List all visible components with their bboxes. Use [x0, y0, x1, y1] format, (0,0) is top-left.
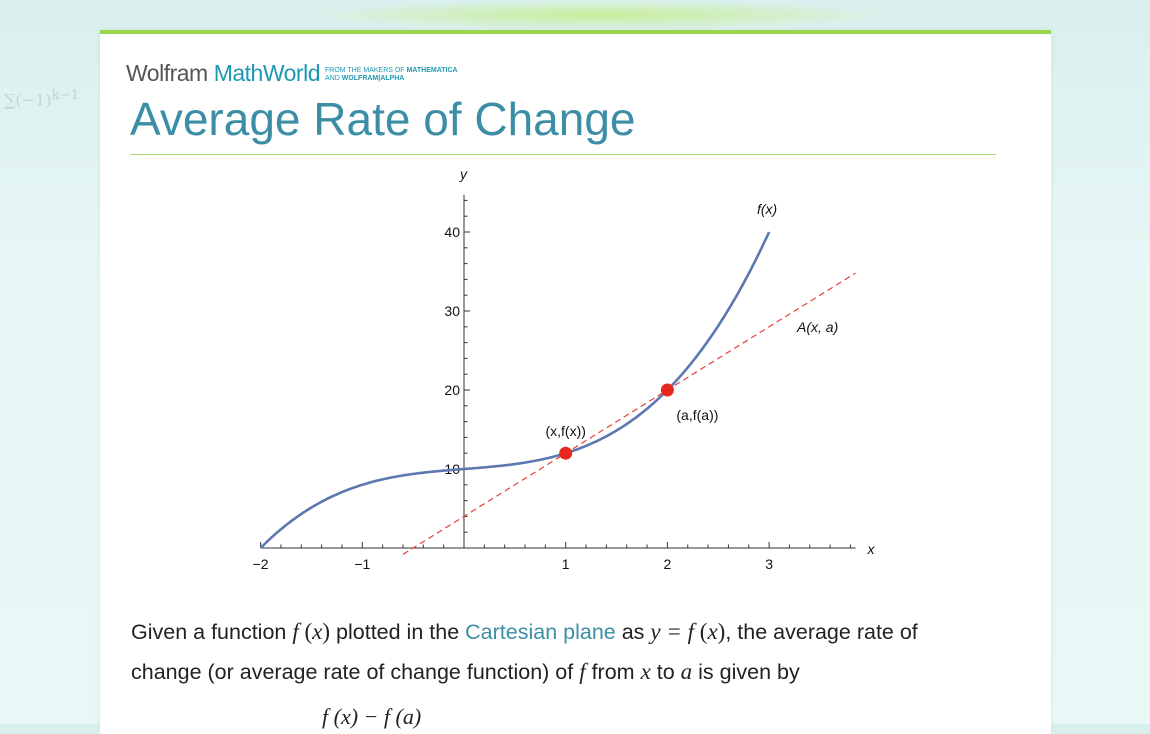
math-a: a: [680, 659, 693, 684]
x-tick-label: 2: [664, 556, 672, 572]
y-tick-label: 20: [444, 382, 460, 398]
data-point: [660, 383, 674, 397]
y-tick-label: 40: [444, 224, 460, 240]
math-x: x: [707, 619, 718, 644]
point-label: (a,f(a)): [676, 407, 718, 423]
series-f-curve: [259, 231, 771, 549]
math-y: y =: [650, 619, 688, 644]
tagline-wolframalpha: WOLFRAM|ALPHA: [341, 75, 405, 82]
logo-wolfram: Wolfram: [126, 60, 208, 86]
cartesian-plane-link[interactable]: Cartesian plane: [465, 620, 616, 644]
text: Given a function: [131, 620, 293, 644]
logo-tagline: FROM THE MAKERS OF MATHEMATICA AND WOLFR…: [325, 67, 458, 83]
text: to: [650, 660, 681, 684]
series-label-secant: A(x, a): [796, 319, 838, 335]
tagline-mathematica: MATHEMATICA: [406, 67, 458, 74]
text: as: [615, 620, 651, 644]
math-f: f: [292, 619, 299, 644]
y-tick-label: 30: [444, 303, 460, 319]
x-tick-label: −2: [253, 556, 269, 572]
tagline-text: AND: [324, 75, 342, 82]
x-tick-label: −1: [354, 556, 370, 572]
series-secant-line: [402, 272, 856, 555]
data-point: [559, 446, 573, 460]
text: change (or average rate of change functi…: [131, 660, 580, 684]
text: (: [298, 619, 313, 644]
wolfram-mathworld-logo[interactable]: Wolfram MathWorld FROM THE MAKERS OF MAT…: [126, 60, 458, 87]
x-tick-label: 3: [765, 556, 773, 572]
text: plotted in the: [330, 620, 466, 644]
x-tick-label: 1: [562, 556, 570, 572]
background-glow: [300, 0, 900, 30]
logo-mathworld: MathWorld: [213, 60, 321, 86]
text: , the average rate of: [725, 620, 918, 644]
text: ): [322, 619, 331, 644]
page-title: Average Rate of Change: [130, 93, 636, 145]
title-divider: [131, 154, 996, 155]
text: ): [717, 619, 726, 644]
points: (x,f(x)) (a,f(a)): [545, 383, 718, 460]
math-x: x: [312, 619, 323, 644]
text: from: [585, 660, 641, 684]
background-math-decoration: ∑(−1)k−1: [4, 88, 80, 110]
tagline-text: FROM THE MAKERS OF: [324, 67, 407, 74]
point-label: (x,f(x)): [545, 423, 585, 439]
math-f: f: [579, 659, 586, 684]
text: (: [694, 619, 708, 644]
y-axis-label: y: [459, 166, 468, 182]
series-label-f: f(x): [757, 201, 777, 217]
intro-paragraph: Given a function f (x) plotted in the Ca…: [131, 612, 1011, 692]
text: is given by: [692, 660, 800, 684]
content-card: Wolfram MathWorld FROM THE MAKERS OF MAT…: [100, 30, 1051, 734]
math-x: x: [640, 659, 651, 684]
math-f: f: [687, 619, 695, 644]
x-axis-label: x: [867, 541, 876, 557]
